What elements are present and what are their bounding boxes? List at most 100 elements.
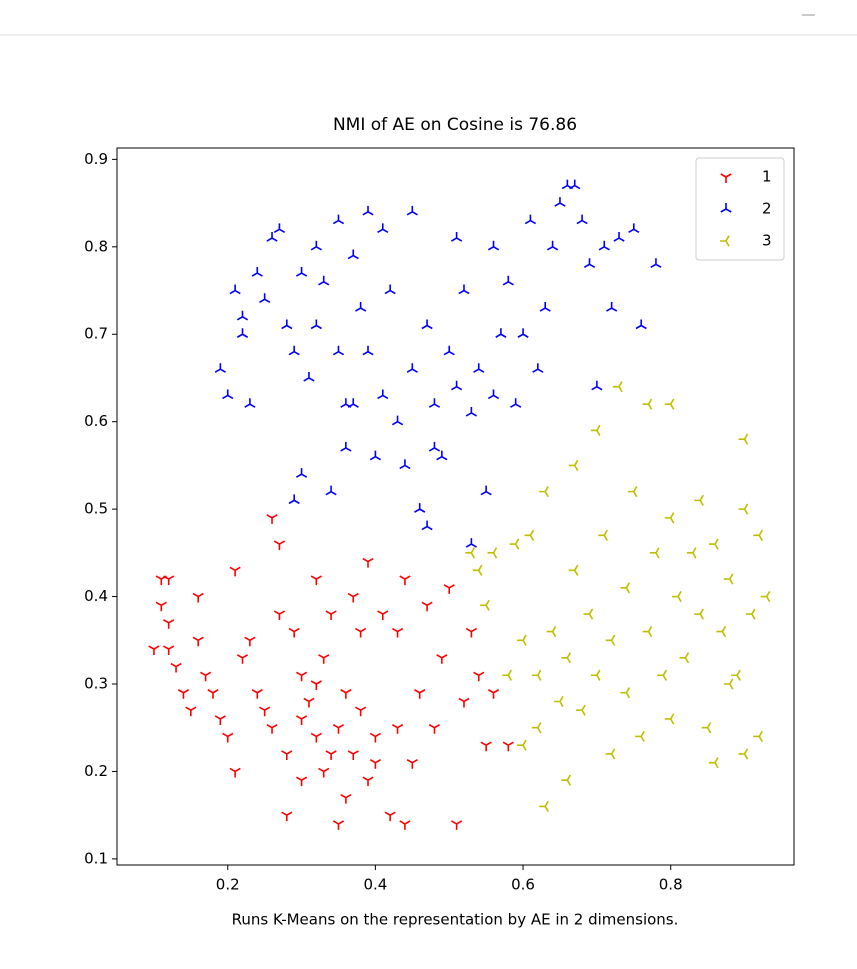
point — [369, 450, 381, 461]
point — [738, 748, 749, 760]
point — [414, 689, 426, 699]
point — [745, 608, 756, 620]
point — [709, 757, 719, 769]
point — [325, 750, 337, 760]
point — [340, 689, 352, 699]
point — [236, 310, 249, 321]
point — [163, 645, 175, 656]
point — [199, 671, 212, 682]
point — [406, 205, 418, 216]
legend: 1 2 3 — [695, 157, 785, 261]
x-tick-label: 0.8 — [659, 876, 683, 894]
point — [414, 503, 426, 513]
y-tick-label: 0.4 — [84, 587, 108, 605]
point — [561, 652, 572, 664]
point — [642, 625, 653, 638]
point — [251, 267, 263, 277]
x-tick-label: 0.2 — [216, 876, 240, 894]
point — [229, 284, 241, 295]
point — [664, 713, 675, 725]
point — [318, 654, 330, 664]
point — [318, 275, 330, 286]
point — [472, 564, 483, 576]
point — [384, 811, 396, 822]
point — [377, 389, 389, 400]
legend-marker — [720, 173, 732, 183]
point — [244, 636, 256, 647]
legend-label: 3 — [762, 232, 772, 250]
point — [266, 724, 278, 734]
point — [509, 538, 520, 550]
point — [531, 669, 542, 681]
point — [546, 240, 559, 251]
point — [428, 398, 441, 408]
point — [502, 741, 514, 752]
point — [502, 669, 512, 681]
legend-label: 2 — [762, 200, 772, 218]
y-tick-label: 0.3 — [84, 675, 108, 693]
point — [332, 724, 345, 734]
point — [406, 363, 418, 373]
point — [451, 232, 463, 242]
point — [650, 258, 662, 268]
point — [495, 328, 507, 338]
point — [384, 284, 396, 295]
point — [753, 529, 763, 541]
point — [465, 406, 477, 417]
point — [620, 582, 631, 594]
point — [295, 267, 308, 277]
point — [554, 197, 566, 207]
point — [539, 800, 549, 813]
legend-marker — [720, 203, 732, 213]
point — [155, 601, 167, 612]
point — [561, 774, 572, 786]
point — [163, 619, 175, 629]
point — [236, 328, 249, 338]
point — [760, 590, 771, 603]
point — [531, 722, 542, 734]
point — [605, 634, 616, 646]
point — [355, 302, 367, 312]
point — [701, 722, 712, 734]
point — [649, 547, 660, 559]
point — [332, 345, 345, 356]
point — [421, 319, 433, 330]
point — [605, 748, 616, 760]
point — [753, 730, 763, 743]
point — [369, 759, 381, 769]
point — [281, 319, 293, 330]
point — [458, 697, 470, 708]
point — [465, 538, 477, 548]
point — [399, 820, 411, 830]
y-tick-label: 0.8 — [84, 237, 108, 255]
point — [709, 538, 719, 550]
point — [273, 540, 286, 551]
point — [679, 652, 690, 664]
point — [738, 503, 749, 515]
x-tick-label: 0.6 — [511, 876, 535, 894]
point — [451, 380, 463, 391]
point — [568, 459, 579, 472]
point — [421, 520, 433, 531]
point — [391, 415, 404, 426]
point — [723, 678, 734, 690]
chart-title: NMI of AE on Cosine is 76.86 — [333, 115, 577, 135]
point — [192, 636, 204, 647]
point — [502, 275, 514, 286]
point — [473, 671, 485, 682]
point — [310, 732, 322, 743]
point — [480, 485, 492, 496]
point — [259, 706, 271, 717]
x-axis-label: Runs K-Means on the representation by AE… — [232, 911, 679, 929]
point — [723, 573, 734, 585]
point — [251, 689, 263, 699]
point — [428, 441, 441, 452]
point — [539, 302, 551, 312]
y-tick-label: 0.2 — [84, 762, 108, 780]
point — [310, 319, 322, 330]
point — [214, 715, 226, 725]
point — [362, 205, 374, 216]
point — [480, 599, 490, 611]
y-tick-label: 0.5 — [84, 500, 108, 518]
axes-frame — [116, 147, 795, 866]
